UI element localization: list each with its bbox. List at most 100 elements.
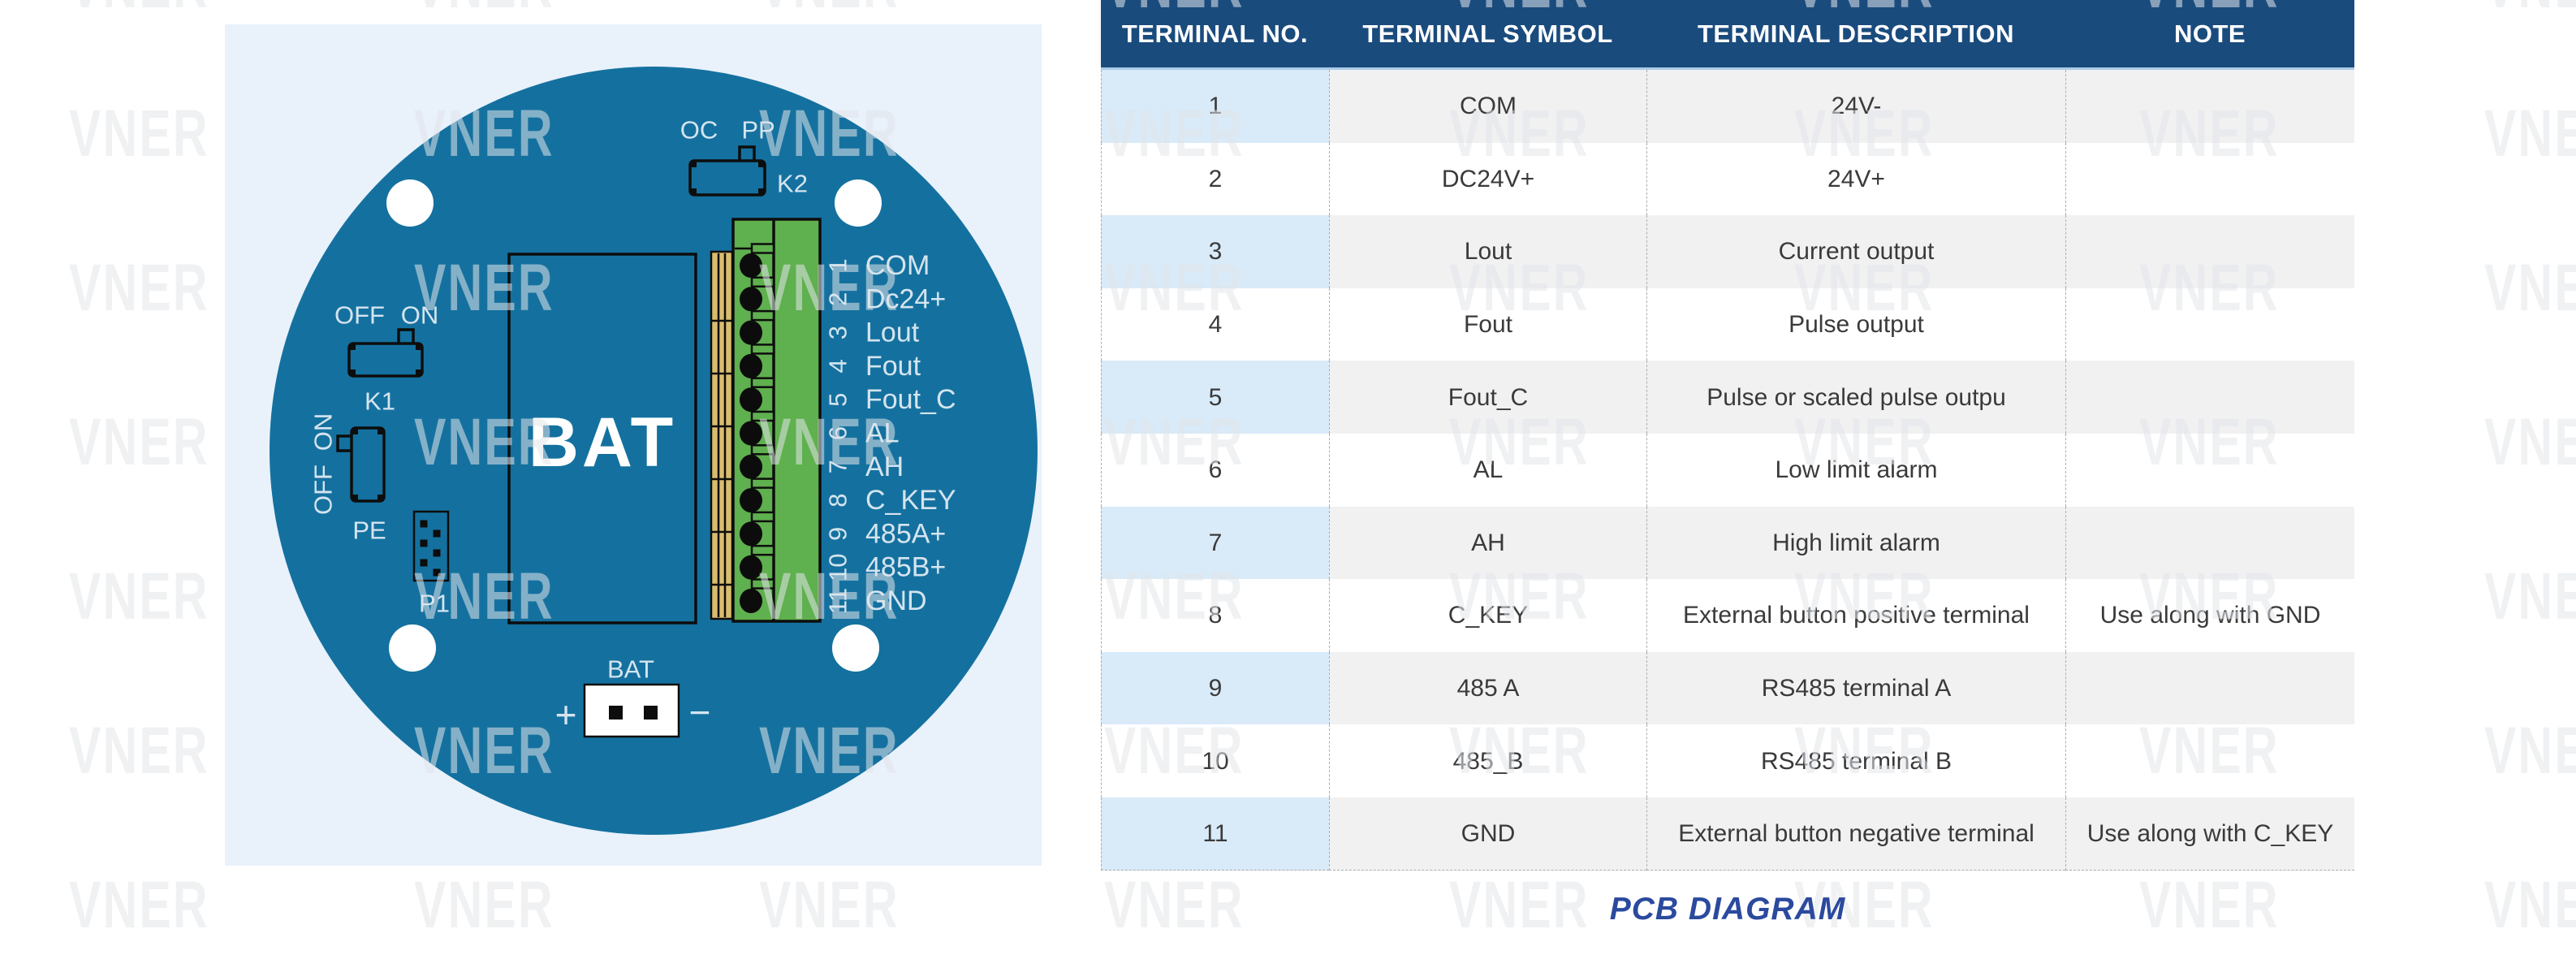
table-cell: Fout_C [1329,361,1646,434]
mounting-hole [835,179,882,227]
table-cell: External button positive terminal [1646,579,2065,652]
k1-position-off-label: OFF [334,301,385,330]
battery-block [507,253,697,624]
terminal-name-label: 485A+ [865,518,946,549]
table-cell: Fout [1329,287,1646,361]
table-cell: 8 [1101,579,1329,652]
figure-caption: PCB DIAGRAM [1609,892,1846,927]
p1-pin [420,559,428,567]
table-cell: Use along with C_KEY [2065,797,2354,871]
p1-label: P1 [419,590,450,618]
switch-corner-pad [378,428,384,434]
p1-pin [433,549,441,557]
watermark-text: VNER [2484,868,2576,942]
mounting-hole [386,179,434,227]
switch-corner-pad [378,495,384,501]
pe-label: PE [352,516,386,545]
terminal-name-label: AH [865,452,904,482]
table-cell: Lout [1329,215,1646,288]
watermark-text: VNER [69,97,209,171]
k1-switch[interactable] [347,342,424,378]
terminal-hole [740,320,762,345]
switch-corner-pad [690,161,697,167]
terminal-clamp [750,578,775,590]
table-cell: C_KEY [1329,579,1646,652]
p1-pin [433,568,441,577]
watermark-text: VNER [2484,560,2576,633]
table-cell [2065,651,2354,725]
table-cell: AH [1329,506,1646,580]
table-cell [2065,724,2354,797]
terminal-number: 7 [824,460,852,473]
table-header-cell: TERMINAL NO. [1101,0,1329,70]
p1-pins [420,520,441,577]
terminal-name-label: AL [865,418,900,449]
pe-position-on-label: ON [309,413,338,452]
terminal-clamp [750,243,775,254]
cable-strip-segments [711,319,732,586]
table-cell: Pulse or scaled pulse outpu [1646,361,2065,434]
p1-pin [420,539,428,547]
terminal-number: 1 [824,258,852,272]
table-header-cell: TERMINAL DESCRIPTION [1646,0,2065,70]
switch-corner-pad [690,188,697,195]
terminal-rows: 1 COM 2 Dc24+ 3 Lout 4 Fout 5 Fout_C 6 AL 7 AH 8 C_KEY 9… [740,243,956,616]
switch-corner-pad [352,428,358,434]
terminal-clamp [750,276,775,288]
battery-connector-pin [609,706,623,719]
watermark-text: VNER [414,0,554,24]
terminal-clamp [750,544,775,556]
k2-switch[interactable] [688,159,766,197]
terminal-block [731,218,822,623]
table-cell [2065,70,2354,143]
switch-corner-pad [416,344,422,350]
terminal-hole [740,287,762,312]
p1-pin-header [412,510,450,582]
terminal-number: 11 [824,588,852,614]
switch-corner-pad [352,495,358,501]
terminal-hole [740,421,762,446]
k1-label: K1 [365,387,395,416]
table-header-cell: NOTE [2065,0,2354,70]
watermark-text: VNER [2484,97,2576,171]
pe-switch[interactable] [350,426,386,503]
table-cell: 10 [1101,724,1329,797]
pe-position-off-label: OFF [309,465,338,515]
terminal-clamp [750,511,775,523]
battery-plus-sign: + [555,694,577,736]
table-cell [2065,506,2354,580]
terminal-cable-strip [710,250,734,620]
table-cell: 11 [1101,797,1329,871]
mounting-hole [832,624,879,672]
terminal-hole [740,589,762,613]
p1-pin [420,520,428,528]
switch-corner-pad [758,161,765,167]
terminal-hole [740,253,762,278]
terminal-hole [740,488,762,513]
terminal-number: 4 [824,359,852,373]
terminal-hole [740,521,762,547]
pcb-diagram: OC PP K2 OFF ON K1 ON OFF PE P1 BAT 1 COM… [270,67,1038,835]
k2-position-oc-label: OC [680,116,718,145]
terminal-hole [740,454,762,479]
table-cell: 3 [1101,215,1329,288]
table-cell [2065,287,2354,361]
terminal-hole [740,387,762,413]
battery-minus-sign: − [689,691,711,733]
table-cell: 6 [1101,433,1329,507]
table-cell: 9 [1101,651,1329,725]
terminal-name-label: Lout [865,318,920,348]
table-header-cell: TERMINAL SYMBOL [1329,0,1646,70]
watermark-text: VNER [69,868,209,942]
terminal-table: TERMINAL NO. TERMINAL SYMBOL TERMINAL DESC… [1101,0,2354,871]
table-cell: High limit alarm [1646,506,2065,580]
table-cell: RS485 terminal A [1646,651,2065,725]
battery-connector [583,683,680,738]
table-cell [2065,142,2354,216]
watermark-text: VNER [69,560,209,633]
switch-corner-pad [758,188,765,195]
table-cell: 7 [1101,506,1329,580]
table-cell [2065,361,2354,434]
terminal-number: 3 [824,326,852,339]
